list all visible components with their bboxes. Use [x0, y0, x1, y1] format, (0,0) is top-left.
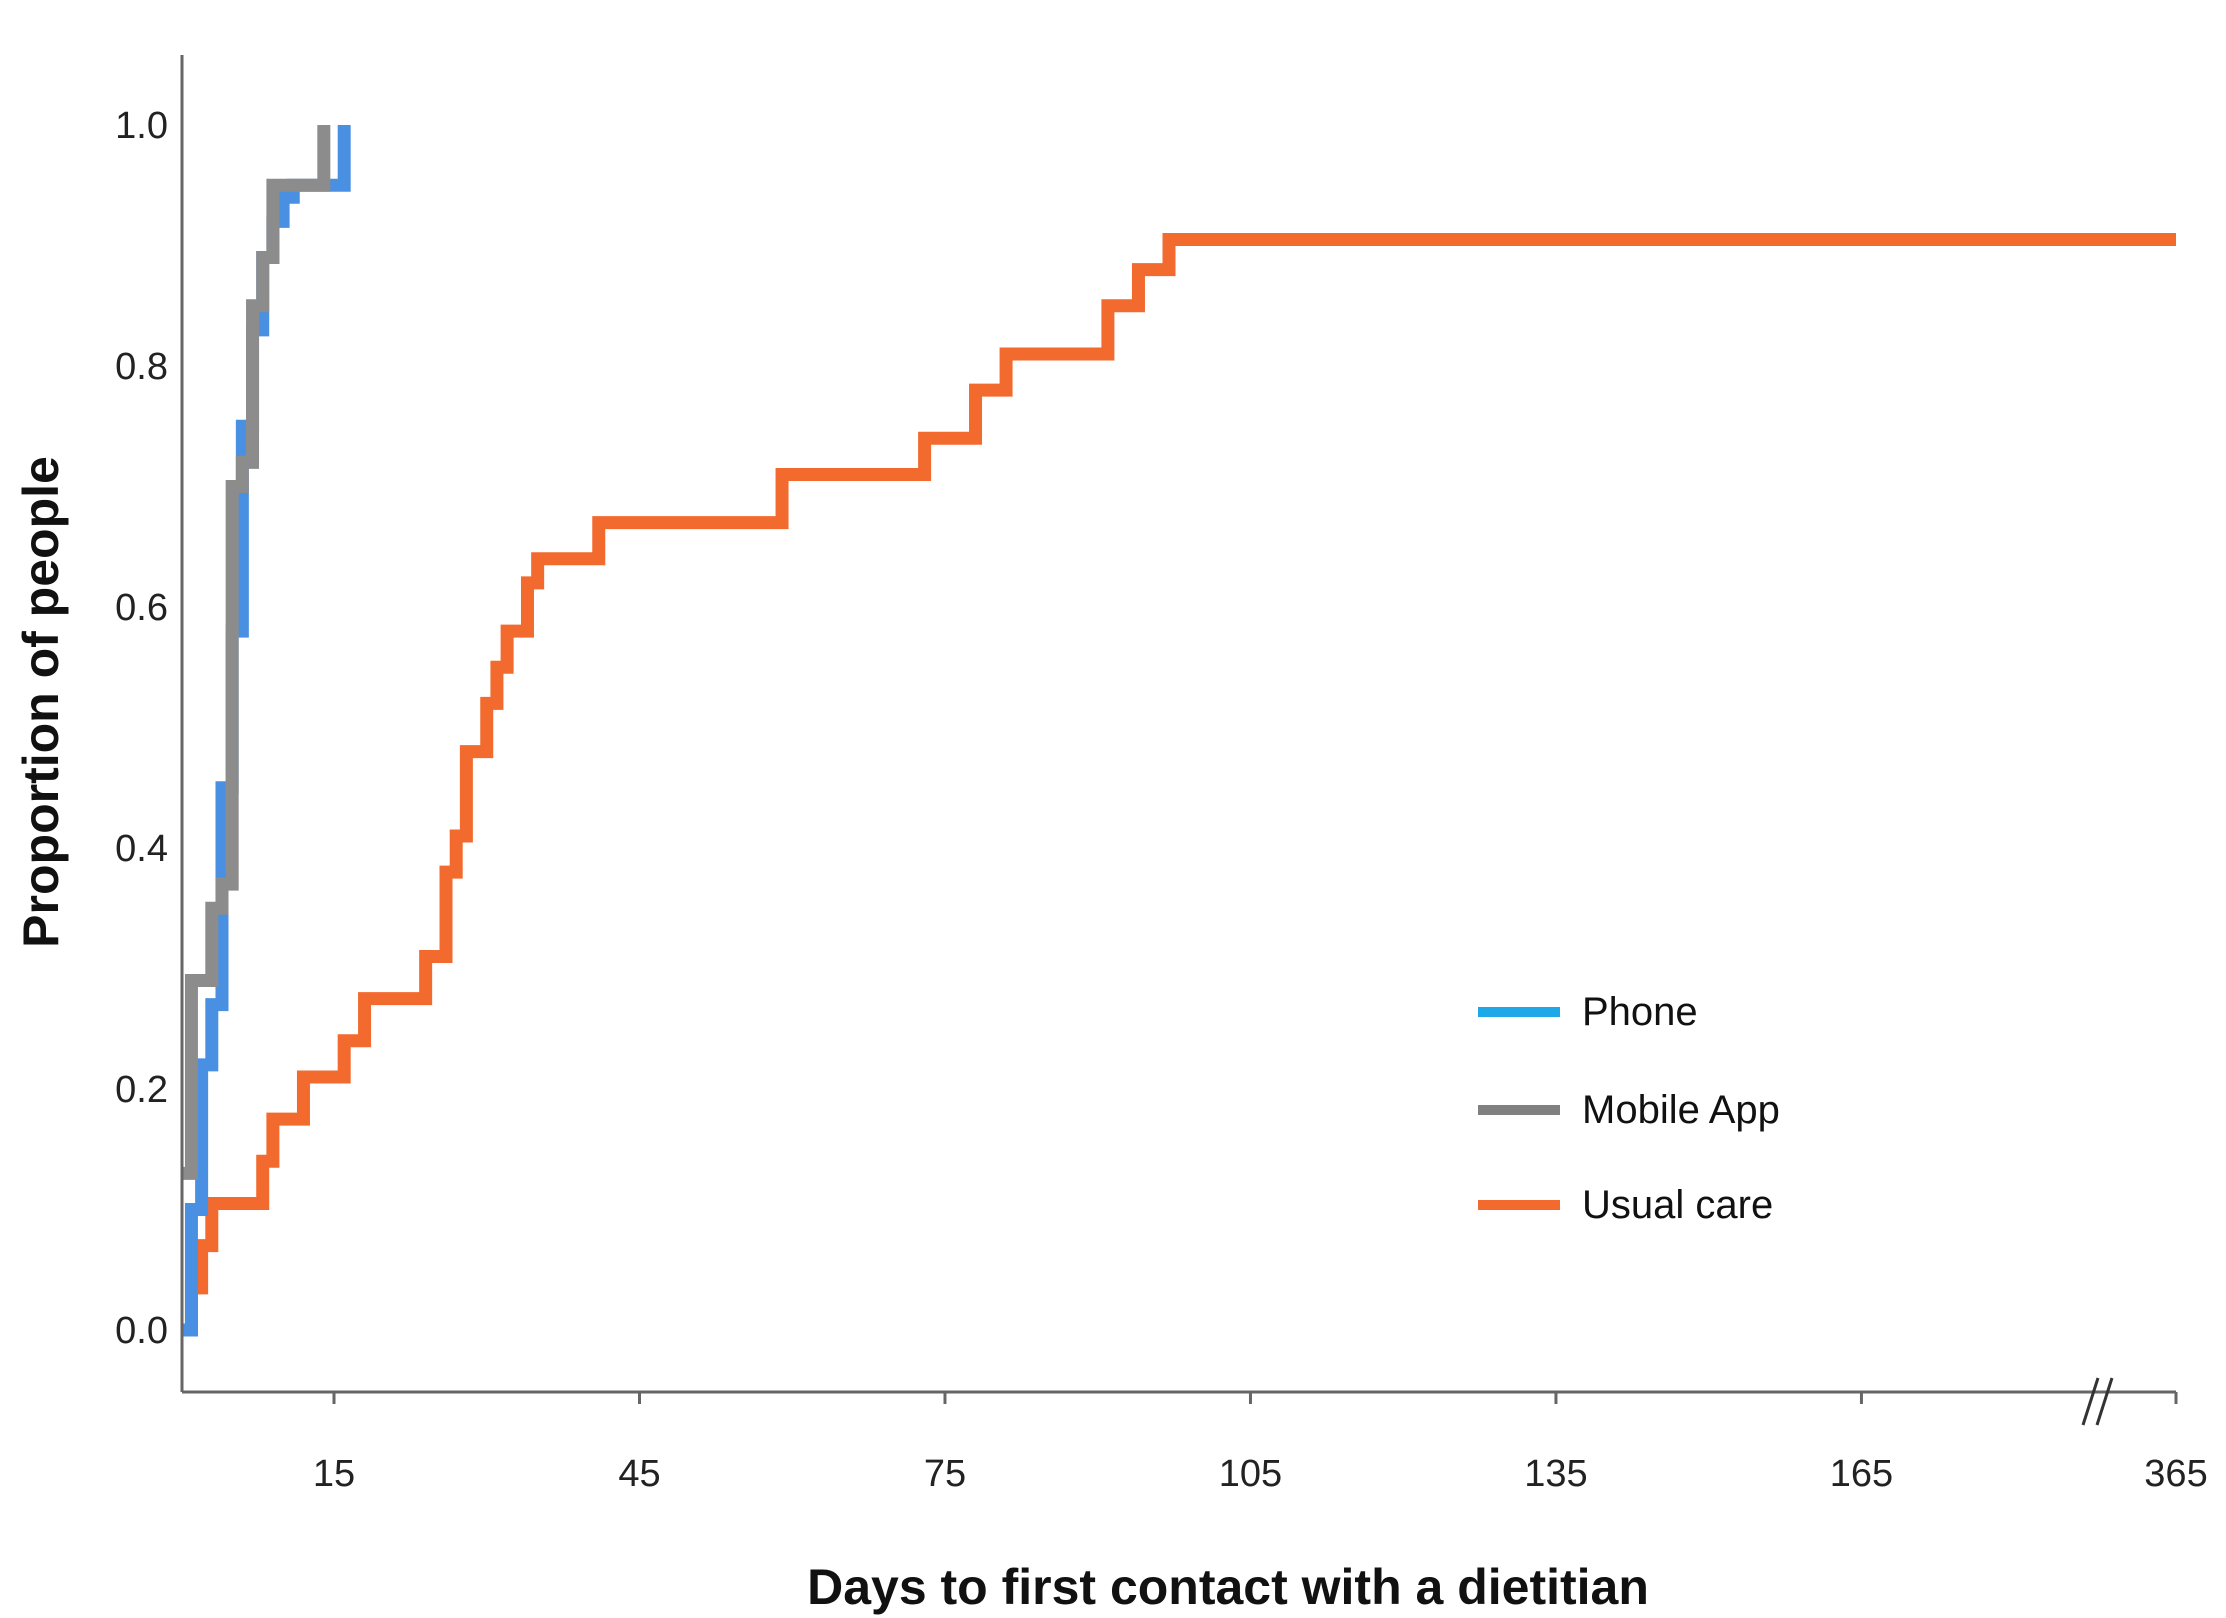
- x-tick-label: 365: [2144, 1453, 2207, 1495]
- x-ticks: 15 45 75 105 135 165 365: [313, 1392, 2208, 1495]
- x-axis-title: Days to first contact with a dietitian: [807, 1559, 1649, 1615]
- series-line-usual-care: [181, 232, 2176, 1337]
- series-line-mobile-app: [181, 125, 331, 1180]
- x-tick-label: 75: [924, 1453, 966, 1495]
- y-tick-label: 0.6: [115, 587, 168, 629]
- y-axis-title: Proportion of people: [13, 456, 69, 948]
- y-tick-label: 0.8: [115, 346, 168, 388]
- legend-label-usual-care: Usual care: [1582, 1183, 1773, 1227]
- y-tick-label: 0.2: [115, 1069, 168, 1111]
- y-tick-label: 0.4: [115, 828, 168, 870]
- legend-label-phone: Phone: [1582, 990, 1698, 1034]
- x-tick-label: 105: [1219, 1453, 1282, 1495]
- series-layer: [181, 125, 2176, 1337]
- x-tick-label: 15: [313, 1453, 355, 1495]
- y-tick-label: 1.0: [115, 105, 168, 147]
- x-tick-label: 165: [1830, 1453, 1893, 1495]
- y-ticks: 0.0 0.2 0.4 0.6 0.8 1.0: [115, 105, 168, 1352]
- axis-break-mark: [2081, 1377, 2114, 1426]
- legend-label-mobile-app: Mobile App: [1582, 1088, 1780, 1132]
- x-tick-label: 135: [1524, 1453, 1587, 1495]
- x-tick-label: 45: [618, 1453, 660, 1495]
- legend: Phone Mobile App Usual care: [1478, 990, 1780, 1227]
- y-tick-label: 0.0: [115, 1310, 168, 1352]
